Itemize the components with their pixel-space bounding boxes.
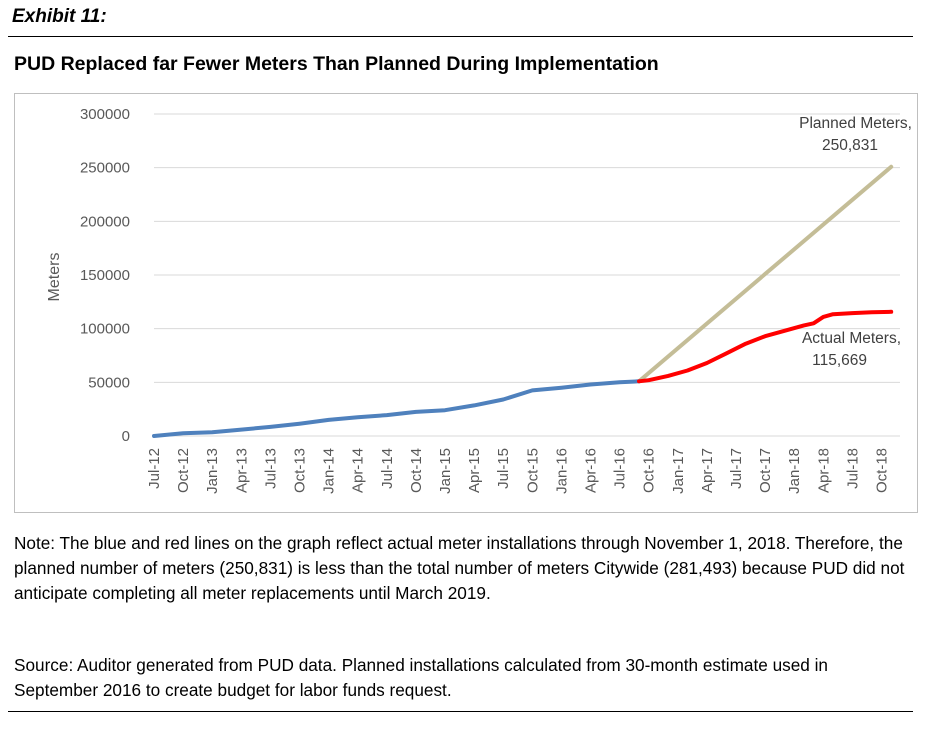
note-text: Note: The blue and red lines on the grap…: [14, 533, 905, 603]
x-tick-label: Jan-14: [321, 448, 338, 494]
y-axis-ticks: 0 50000 100000 150000 200000 250000 300000: [80, 106, 130, 445]
x-tick-label: Oct-13: [292, 448, 309, 493]
x-tick-label: Oct-15: [524, 448, 541, 493]
series-lines: [152, 164, 894, 438]
exhibit-label: Exhibit 11:: [12, 6, 107, 27]
y-tick-label: 250000: [80, 160, 130, 177]
top-divider: [8, 36, 913, 37]
x-tick-label: Jan-16: [553, 448, 570, 494]
x-tick-label: Jul-12: [146, 448, 163, 489]
x-tick-label: Oct-17: [757, 448, 774, 493]
x-tick-label: Apr-17: [699, 448, 716, 493]
x-tick-label: Jul-15: [495, 448, 512, 489]
x-axis-ticks: Jul-12 Oct-12 Jan-13 Apr-13 Jul-13 Oct-13 Jan-…: [146, 448, 891, 494]
x-tick-label: Apr-18: [815, 448, 832, 493]
x-tick-label: Jul-18: [844, 448, 861, 489]
data-annotation: Actual Meters, 115,669: [802, 330, 901, 369]
x-tick-label: Apr-15: [466, 448, 483, 493]
x-tick-label: Oct-18: [874, 448, 891, 493]
x-tick-label: Jan-18: [786, 448, 803, 494]
chart-title: PUD Replaced far Fewer Meters Than Plann…: [14, 53, 659, 75]
y-tick-label: 300000: [80, 106, 130, 123]
y-tick-label: 50000: [88, 374, 130, 391]
source-text: Source: Auditor generated from PUD data.…: [14, 655, 828, 700]
x-tick-label: Jul-17: [728, 448, 745, 489]
x-tick-label: Jan-15: [437, 448, 454, 494]
y-tick-label: 100000: [80, 321, 130, 338]
line-chart: 0 50000 100000 150000 200000 250000 300000 Jul…: [46, 106, 912, 494]
grid-lines: [154, 113, 900, 437]
x-tick-label: Apr-14: [350, 448, 367, 493]
series-line: [152, 379, 641, 438]
x-tick-label: Oct-16: [641, 448, 658, 493]
annotations: Planned Meters, 250,831 Actual Meters, 115,…: [799, 115, 912, 369]
y-tick-label: 200000: [80, 213, 130, 230]
series-line: [637, 164, 894, 384]
x-tick-label: Jul-16: [612, 448, 629, 489]
bottom-divider: [8, 711, 913, 712]
y-tick-label: 150000: [80, 267, 130, 284]
x-tick-label: Jan-13: [204, 448, 221, 494]
y-tick-label: 0: [122, 428, 130, 445]
x-tick-label: Jul-14: [379, 448, 396, 489]
series-line: [637, 309, 894, 384]
x-tick-label: Oct-12: [175, 448, 192, 493]
chart-frame: 0 50000 100000 150000 200000 250000 300000 Jul…: [14, 93, 918, 513]
x-tick-label: Oct-14: [408, 448, 425, 493]
x-tick-label: Apr-13: [233, 448, 250, 493]
data-annotation: Planned Meters, 250,831: [799, 115, 912, 154]
x-tick-label: Jan-17: [670, 448, 687, 494]
x-tick-label: Apr-16: [583, 448, 600, 493]
y-axis-label: Meters: [46, 253, 63, 302]
x-tick-label: Jul-13: [262, 448, 279, 489]
